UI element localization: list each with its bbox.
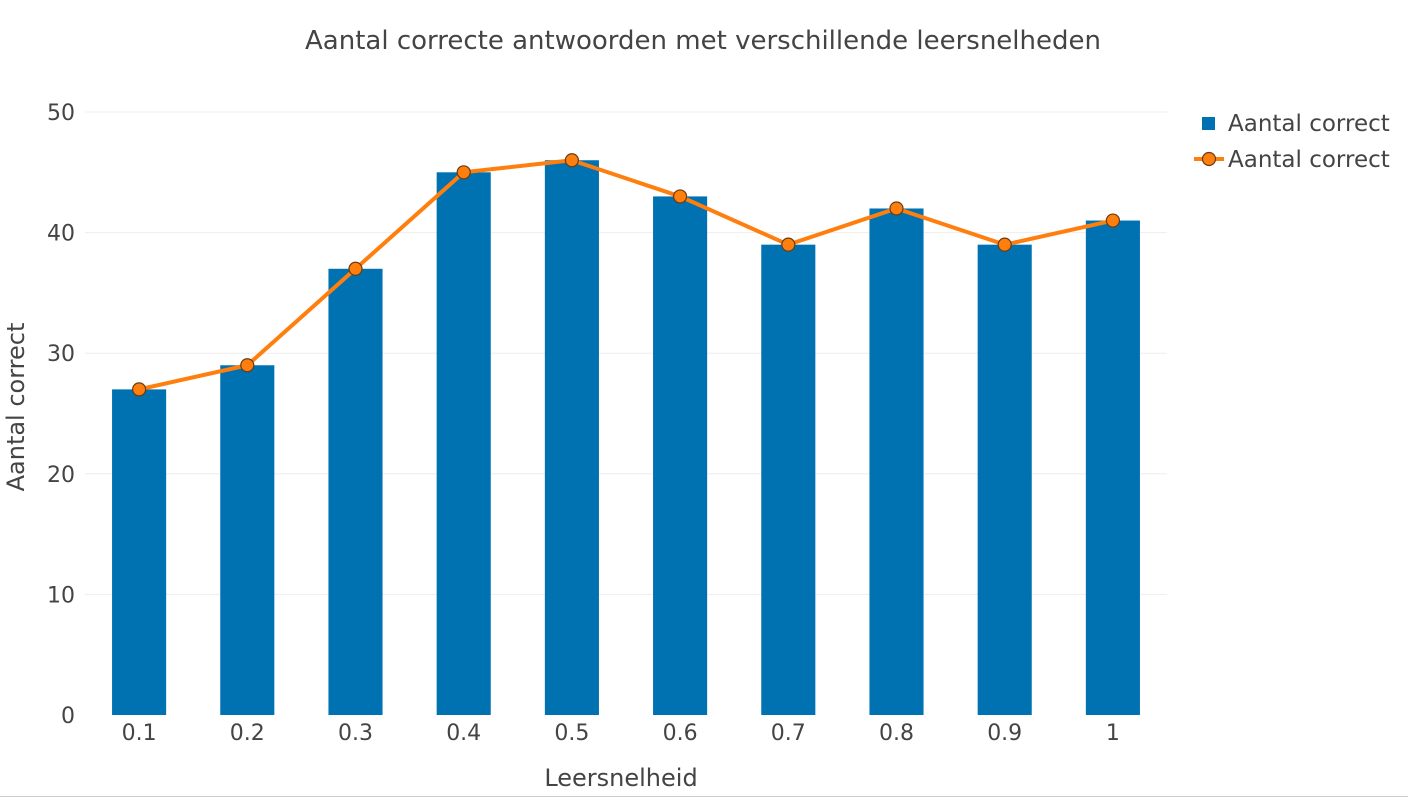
y-axis-title: Aantal correct — [2, 323, 30, 492]
x-tick-label: 0.8 — [879, 721, 914, 746]
x-tick-label: 0.4 — [446, 721, 481, 746]
x-axis-title: Leersnelheid — [544, 764, 697, 792]
x-tick-label: 0.9 — [987, 721, 1022, 746]
y-tick-label: 20 — [47, 463, 75, 488]
bar — [436, 172, 491, 716]
line-point — [132, 382, 147, 397]
bar — [761, 244, 816, 715]
legend-bar-swatch — [1202, 117, 1215, 130]
line-series — [132, 153, 1121, 397]
x-tick-label: 0.3 — [338, 721, 373, 746]
x-tick-label: 1 — [1106, 721, 1120, 746]
legend-line-label: Aantal correct — [1228, 147, 1390, 173]
bar — [977, 244, 1032, 715]
bar — [544, 160, 599, 716]
x-tick-label: 0.6 — [663, 721, 698, 746]
bar — [1085, 220, 1140, 716]
bar — [220, 365, 275, 715]
line-point — [889, 201, 904, 216]
line-point — [997, 237, 1012, 252]
line-point — [564, 153, 580, 168]
line-point — [240, 358, 255, 373]
bar — [653, 196, 708, 716]
legend: Aantal correct Aantal correct — [1194, 111, 1390, 173]
line-point — [348, 261, 363, 276]
y-tick-label: 50 — [47, 101, 75, 126]
y-tick-label: 10 — [47, 583, 75, 608]
legend-line-marker — [1201, 151, 1217, 167]
x-tick-label: 0.2 — [230, 721, 265, 746]
bar — [112, 389, 167, 715]
y-tick-label: 30 — [47, 342, 75, 367]
bar — [328, 268, 383, 715]
line-point — [672, 189, 688, 204]
line-point — [781, 237, 796, 252]
y-tick-label: 40 — [47, 222, 75, 247]
x-tick-label: 0.1 — [122, 721, 157, 746]
y-tick-label: 0 — [61, 704, 75, 729]
legend-bar-label: Aantal correct — [1228, 111, 1390, 137]
line-point — [456, 165, 471, 180]
series-line — [138, 158, 1114, 392]
bar — [869, 208, 924, 716]
chart-title: Aantal correcte antwoorden met verschill… — [305, 26, 1101, 56]
x-tick-label: 0.7 — [771, 721, 806, 746]
y-axis-ticks: 0 10 20 30 40 50 — [47, 101, 75, 729]
bar-series — [112, 160, 1140, 716]
x-axis-ticks: 0.1 0.2 0.3 0.4 0.5 0.6 0.7 0.8 0.9 1 — [122, 721, 1120, 746]
x-tick-label: 0.5 — [554, 721, 589, 746]
line-point — [1105, 213, 1121, 228]
